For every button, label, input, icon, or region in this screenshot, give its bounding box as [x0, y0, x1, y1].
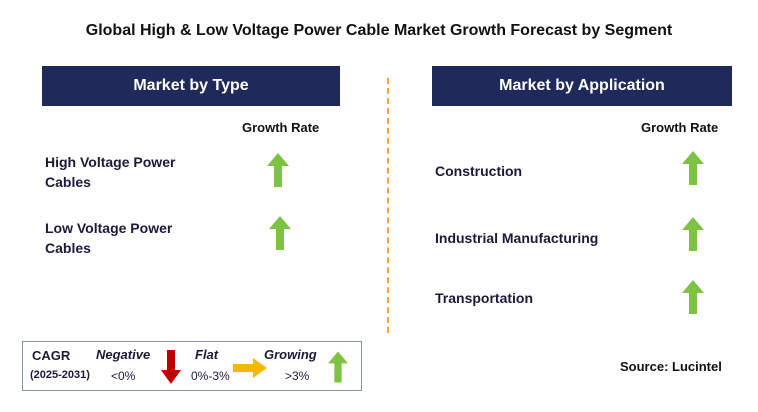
legend-flat-label: Flat	[195, 347, 219, 362]
page-title: Global High & Low Voltage Power Cable Ma…	[85, 22, 673, 39]
application-growth-rate-label: Growth Rate	[641, 120, 719, 135]
panel-divider	[387, 78, 389, 333]
flat-arrow-icon	[233, 358, 267, 378]
legend-flat-range: 0%-3%	[191, 369, 230, 383]
type-header-label: Market by Type	[133, 77, 249, 94]
type-row-label-line1: Low Voltage Power	[45, 220, 173, 236]
type-growth-rate-label: Growth Rate	[242, 120, 320, 135]
type-header: Market by Type	[42, 66, 340, 106]
application-row-construction: Construction	[435, 163, 523, 179]
growing-arrow-icon	[267, 153, 289, 187]
legend-period: (2025-2031)	[30, 369, 90, 381]
legend-cagr-label: CAGR	[32, 348, 71, 363]
legend-negative-range: <0%	[111, 369, 136, 383]
negative-arrow-icon	[161, 350, 181, 384]
type-row-high-voltage: High Voltage Power Cables	[45, 152, 175, 192]
source-label: Source: Lucintel	[620, 359, 722, 374]
type-row-label-line1: High Voltage Power	[45, 154, 176, 170]
growing-arrow-icon	[682, 151, 704, 185]
type-row-label-line2: Cables	[45, 240, 91, 256]
application-row-transportation: Transportation	[435, 290, 534, 306]
growing-arrow-icon	[682, 280, 704, 314]
growing-arrow-icon	[328, 351, 348, 383]
application-header: Market by Application	[432, 66, 732, 106]
type-row-label-line2: Cables	[45, 174, 91, 190]
type-row-low-voltage: Low Voltage Power Cables	[45, 218, 172, 258]
legend-negative-label: Negative	[96, 347, 151, 362]
growing-arrow-icon	[682, 217, 704, 251]
legend-growing-range: >3%	[285, 369, 310, 383]
growing-arrow-icon	[269, 216, 291, 250]
application-header-label: Market by Application	[499, 77, 665, 94]
application-row-industrial-manufacturing: Industrial Manufacturing	[435, 230, 599, 246]
legend-growing-label: Growing	[264, 347, 317, 362]
cagr-legend: CAGR (2025-2031) Negative <0% Flat 0%-3%…	[22, 341, 362, 391]
